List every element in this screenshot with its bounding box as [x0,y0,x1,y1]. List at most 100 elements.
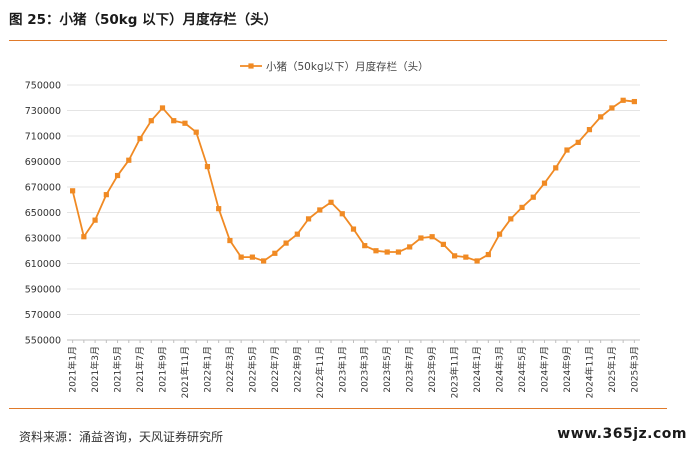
x-tick-label: 2025年3月 [628,346,640,393]
x-tick-label: 2023年5月 [381,346,393,393]
x-tick-label: 2022年1月 [201,346,213,393]
x-tick-label: 2024年5月 [516,346,528,393]
data-point [407,244,413,250]
y-tick-label: 690000 [25,157,61,168]
legend-label: 小猪（50kg以下）月度存栏（头） [266,60,429,73]
series-line [71,99,635,262]
source-note: 资料来源：涌益咨询，天风证券研究所 [19,430,224,444]
figure-title: 图 25：小猪（50kg 以下）月度存栏（头） [9,12,278,28]
data-point [620,97,626,103]
data-point [81,234,87,240]
data-point [463,254,469,260]
legend-marker [248,63,254,69]
data-point [114,172,121,179]
data-point [204,164,211,170]
x-tick-label: 2024年11月 [583,346,595,398]
data-point [553,165,559,171]
data-point [564,147,570,153]
x-tick-label: 2021年5月 [112,346,124,393]
data-point [261,258,267,264]
x-tick-label: 2022年3月 [224,346,236,393]
x-tick-label: 2021年7月 [134,346,146,393]
x-tick-label: 2022年11月 [314,346,326,398]
data-point [294,231,300,237]
data-point [216,206,222,212]
y-tick-label: 670000 [25,183,61,194]
data-point [609,105,615,111]
data-point [227,237,233,244]
y-tick-label: 630000 [25,234,61,245]
footer-divider [9,408,667,409]
y-tick-label: 710000 [25,132,61,143]
data-point [440,241,446,247]
x-tick-label: 2024年3月 [494,346,506,393]
x-tick-label: 2024年1月 [471,346,483,393]
data-point [373,248,379,254]
data-point [418,235,424,241]
data-point [519,204,525,210]
x-tick-label: 2021年11月 [179,346,191,398]
data-point [586,127,593,133]
x-tick-label: 2023年3月 [359,346,371,393]
data-point [339,211,345,217]
data-point [193,129,199,135]
data-point [249,254,255,260]
data-point [541,180,548,186]
y-tick-label: 590000 [25,285,61,296]
y-tick-label: 610000 [25,259,61,270]
data-point [530,194,536,200]
site-watermark: www.365jz.com [557,426,687,442]
data-point [474,258,480,264]
data-point [238,254,244,260]
x-tick-label: 2021年9月 [157,346,169,393]
y-tick-label: 750000 [25,81,61,92]
data-point [272,250,278,256]
x-tick-label: 2022年5月 [246,346,258,393]
x-tick-label: 2021年1月 [67,346,79,393]
title-divider [9,40,667,41]
data-point [395,249,402,255]
data-point [496,231,503,237]
data-point [103,192,109,198]
data-point [350,226,357,232]
x-tick-label: 2023年7月 [404,346,416,393]
line-chart: 550000 570000 590000 610000 630000 650000 6700… [25,60,641,399]
data-point [328,199,334,205]
data-point [70,188,76,194]
y-tick-label: 650000 [25,208,61,219]
x-tick-label: 2023年1月 [336,346,348,393]
data-point [485,251,491,258]
data-point [126,157,132,163]
legend: 小猪（50kg以下）月度存栏（头） [240,60,429,73]
data-point [452,253,458,259]
y-tick-label: 570000 [25,310,61,321]
x-tick-label: 2025年1月 [606,346,618,393]
data-point [305,216,312,222]
x-tick-label: 2023年11月 [449,346,461,398]
x-tick-label: 2024年9月 [561,346,573,393]
data-point [631,98,637,105]
data-point [159,105,166,111]
data-point [317,207,323,213]
data-point [171,118,177,124]
x-tick-label: 2023年9月 [426,346,438,393]
x-tick-label: 2022年7月 [269,346,281,393]
x-tick-label: 2021年3月 [89,346,101,393]
data-point [384,249,390,255]
y-axis-ticks: 550000 570000 590000 610000 630000 650000 6700… [25,81,61,347]
data-point [575,139,581,145]
x-tick-label: 2022年9月 [291,346,303,393]
data-point [137,135,143,142]
data-point [508,216,514,222]
series-line-group [70,97,637,264]
y-tick-label: 550000 [25,336,61,347]
data-point [182,120,188,126]
data-point [92,217,98,223]
y-tick-label: 730000 [25,106,61,117]
data-point [598,114,604,120]
data-point [429,234,435,240]
x-axis-ticks: 2021年1月 2021年3月 2021年5月 2021年7月 2021年9月 2021年… [67,340,640,398]
data-point [283,240,289,246]
data-point [148,118,154,124]
data-point [362,243,368,249]
